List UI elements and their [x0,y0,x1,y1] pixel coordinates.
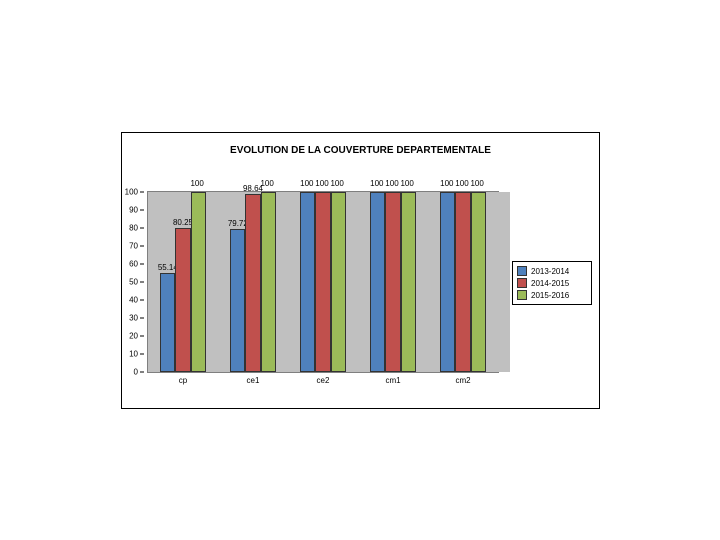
bar [191,192,206,372]
group-gap [486,192,511,372]
bar [385,192,400,372]
y-tick: 30 [129,314,148,323]
y-tick-label: 10 [129,350,138,359]
bar [440,192,455,372]
bar [315,192,330,372]
chart-container: EVOLUTION DE LA COUVERTURE DEPARTEMENTAL… [121,132,600,409]
legend-label: 2014-2015 [531,279,569,288]
y-tick-label: 60 [129,260,138,269]
legend: 2013-2014 2014-2015 2015-2016 [512,261,592,305]
data-label: 100 [396,179,419,188]
legend-swatch [517,266,527,276]
y-tick: 50 [129,278,148,287]
data-label-row: 100100100100100100100100100100100 [147,179,497,191]
y-tick-label: 80 [129,224,138,233]
y-tick: 0 [134,368,148,377]
group-gap [346,192,371,372]
y-tick: 10 [129,350,148,359]
chart-body: 0102030405060708090100cp55.1480.25ce179.… [122,165,599,416]
legend-swatch [517,290,527,300]
x-tick-label: cm2 [428,372,498,385]
bar [245,194,260,372]
y-tick-label: 100 [125,188,138,197]
legend-item: 2013-2014 [517,266,587,276]
bar [455,192,470,372]
bar [230,229,245,372]
bar [370,192,385,372]
group-gap [276,192,301,372]
bar [401,192,416,372]
y-tick-label: 30 [129,314,138,323]
y-tick-label: 20 [129,332,138,341]
legend-label: 2015-2016 [531,291,569,300]
y-tick: 80 [129,224,148,233]
legend-item: 2015-2016 [517,290,587,300]
group-gap [416,192,441,372]
legend-label: 2013-2014 [531,267,569,276]
data-label: 100 [256,179,279,188]
y-tick-label: 70 [129,242,138,251]
chart-title: EVOLUTION DE LA COUVERTURE DEPARTEMENTAL… [122,133,599,165]
x-tick-label: ce1 [218,372,288,385]
y-tick: 90 [129,206,148,215]
y-tick: 60 [129,260,148,269]
bar [331,192,346,372]
legend-swatch [517,278,527,288]
bar [175,228,190,372]
legend-item: 2014-2015 [517,278,587,288]
bar [261,192,276,372]
y-tick-label: 50 [129,278,138,287]
y-tick-label: 0 [134,368,138,377]
plot-area: 0102030405060708090100cp55.1480.25ce179.… [147,191,499,373]
data-label: 100 [466,179,489,188]
bar [300,192,315,372]
y-tick-label: 90 [129,206,138,215]
data-label: 100 [326,179,349,188]
y-tick: 20 [129,332,148,341]
x-tick-label: cm1 [358,372,428,385]
y-tick: 40 [129,296,148,305]
data-label: 100 [186,179,209,188]
y-tick-label: 40 [129,296,138,305]
x-tick-label: cp [148,372,218,385]
bar [160,273,175,372]
y-tick: 100 [125,188,148,197]
x-tick-label: ce2 [288,372,358,385]
bar [471,192,486,372]
y-tick: 70 [129,242,148,251]
